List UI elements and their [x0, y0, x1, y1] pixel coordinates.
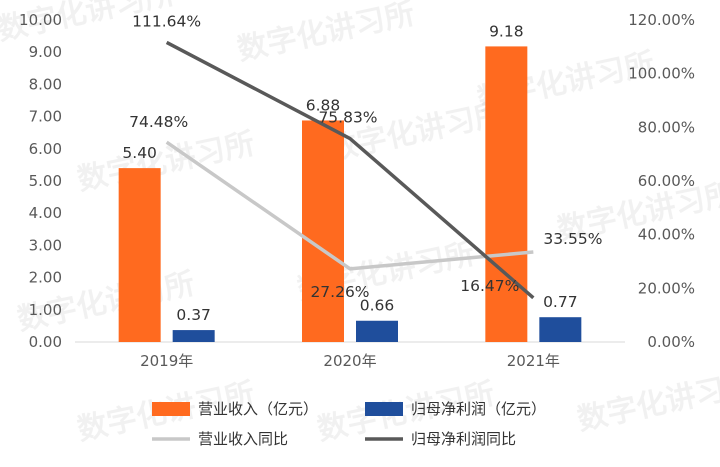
- legend-swatch: [152, 402, 190, 416]
- left-axis-tick-label: 1.00: [29, 301, 62, 319]
- left-axis-tick-label: 2.00: [29, 269, 62, 287]
- legend-label: 归母净利润（亿元）: [411, 400, 546, 418]
- line-value-label: 111.64%: [132, 12, 201, 30]
- bar: [172, 330, 215, 342]
- left-axis-tick-label: 10.00: [19, 11, 62, 29]
- legend-swatch: [365, 402, 403, 416]
- x-axis-tick-label: 2019年: [140, 352, 193, 370]
- bar: [485, 46, 528, 343]
- left-axis-tick-label: 5.00: [29, 172, 62, 190]
- right-axis-tick-label: 0.00%: [647, 333, 695, 351]
- bar-series: [118, 46, 582, 343]
- bar-value-label: 5.40: [122, 144, 157, 162]
- line-value-label: 27.26%: [310, 283, 369, 301]
- watermark-text: 数字化讲习所: [574, 366, 720, 438]
- x-axis-tick-label: 2020年: [323, 352, 376, 370]
- right-axis-tick-label: 100.00%: [628, 65, 695, 83]
- bar-value-label: 9.18: [489, 22, 524, 40]
- right-axis-ticks: 0.00% 20.00% 40.00% 60.00% 80.00% 100.00% 120.…: [628, 11, 695, 351]
- bar-value-label: 0.37: [176, 306, 211, 324]
- line-value-label: 16.47%: [460, 277, 519, 295]
- legend-label: 营业收入同比: [198, 430, 288, 448]
- x-axis-ticks: 2019年 2020年 2021年: [140, 352, 560, 370]
- left-axis-tick-label: 7.00: [29, 108, 62, 126]
- left-axis-tick-label: 8.00: [29, 75, 62, 93]
- right-axis-tick-label: 40.00%: [638, 226, 695, 244]
- right-axis-tick-label: 120.00%: [628, 11, 695, 29]
- bar-value-label: 0.66: [360, 297, 395, 315]
- bar: [539, 317, 582, 342]
- series-line: [165, 40, 535, 300]
- left-axis-tick-label: 9.00: [29, 43, 62, 61]
- line-value-label: 75.83%: [318, 109, 377, 127]
- bar-value-label: 6.88: [306, 96, 341, 114]
- right-axis-tick-label: 20.00%: [638, 279, 695, 297]
- legend-label: 营业收入（亿元）: [198, 400, 318, 418]
- bar: [302, 120, 344, 343]
- x-axis-tick-label: 2021年: [507, 352, 560, 370]
- bar-value-label: 0.77: [543, 293, 578, 311]
- left-axis-tick-label: 3.00: [29, 236, 62, 254]
- legend: 营业收入（亿元） 归母净利润（亿元） 营业收入同比 归母净利润同比: [152, 400, 546, 448]
- left-axis-ticks: 0.00 1.00 2.00 3.00 4.00 5.00 6.00 7.00 8.00 9.00…: [19, 11, 62, 351]
- line-series: [165, 40, 535, 300]
- data-labels: 5.40 6.88 9.18 0.37 0.66 0.77 74.48% 27.26% 33.5…: [122, 12, 602, 324]
- line-value-label: 74.48%: [129, 113, 188, 131]
- legend-label: 归母净利润同比: [411, 430, 516, 448]
- left-axis-tick-label: 4.00: [29, 204, 62, 222]
- right-axis-tick-label: 60.00%: [638, 172, 695, 190]
- line-value-label: 33.55%: [543, 230, 602, 248]
- right-axis-tick-label: 80.00%: [638, 118, 695, 136]
- series-line: [165, 140, 534, 271]
- bar: [118, 168, 161, 342]
- watermark-text: 数字化讲习所: [324, 96, 507, 168]
- bar: [356, 320, 398, 342]
- left-axis-tick-label: 0.00: [29, 333, 62, 351]
- left-axis-tick-label: 6.00: [29, 140, 62, 158]
- watermark-text: 数字化讲习所: [234, 0, 417, 68]
